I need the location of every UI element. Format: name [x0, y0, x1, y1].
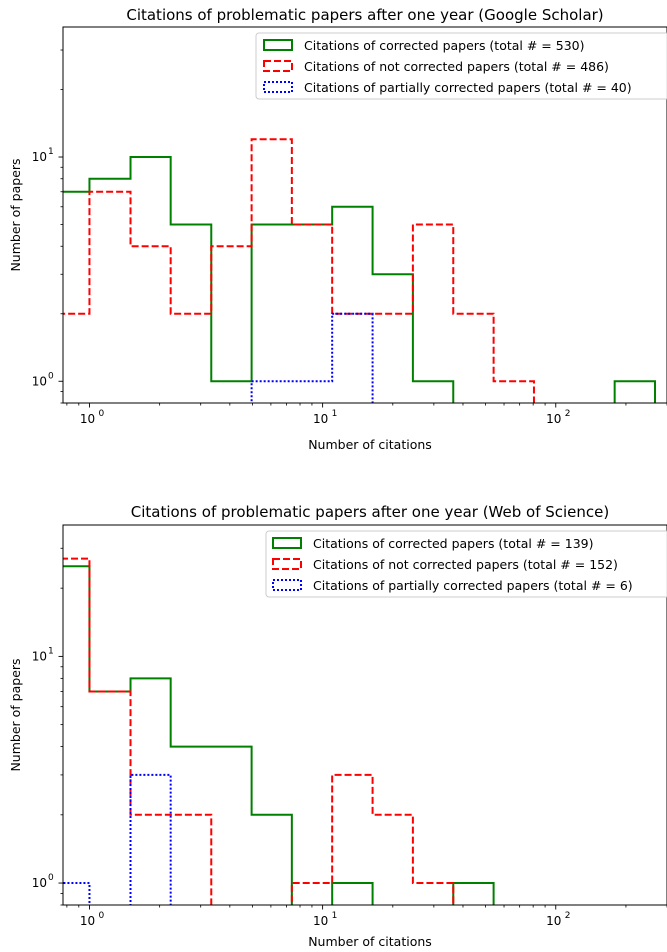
legend-label: Citations of partially corrected papers …	[313, 578, 633, 593]
histogram-series-corrected	[63, 156, 657, 403]
legend-item: Citations of corrected papers (total # =…	[272, 536, 594, 551]
x-tick-label: 10	[80, 412, 95, 426]
histogram-series-corrected	[63, 565, 495, 905]
histogram-series-not-corrected	[63, 557, 455, 905]
chart-google-scholar: Citations of problematic papers after on…	[8, 6, 667, 452]
x-tick-label: 10	[546, 914, 561, 928]
x-tick-exponent: 1	[332, 911, 338, 921]
y-tick-label: 10	[32, 374, 47, 388]
y-axis-label: Number of papers	[8, 158, 23, 271]
y-tick-exponent: 1	[48, 646, 54, 656]
x-axis-label: Number of citations	[308, 437, 432, 452]
x-tick-exponent: 1	[332, 409, 338, 419]
legend-label: Citations of corrected papers (total # =…	[313, 536, 594, 551]
x-tick-exponent: 2	[565, 409, 571, 419]
legend: Citations of corrected papers (total # =…	[265, 530, 667, 598]
histogram-series-partially-corrected	[63, 773, 172, 905]
chart-web-of-science: Citations of problematic papers after on…	[8, 503, 667, 949]
histogram-series-not-corrected	[63, 138, 535, 403]
x-tick-label: 10	[313, 412, 328, 426]
axes-frame	[62, 524, 667, 906]
y-axis-label: Number of papers	[8, 658, 23, 771]
x-tick-label: 10	[80, 914, 95, 928]
legend-item: Citations of corrected papers (total # =…	[263, 38, 585, 53]
axes-frame	[62, 26, 667, 404]
chart-title: Citations of problematic papers after on…	[131, 503, 610, 521]
legend-swatch-not-corrected	[272, 558, 302, 570]
y-tick-exponent: 1	[48, 147, 54, 157]
histogram-series-partially-corrected	[250, 312, 374, 403]
x-tick-exponent: 2	[565, 911, 571, 921]
legend-item: Citations of partially corrected papers …	[263, 80, 632, 95]
legend-frame	[265, 530, 667, 598]
chart-title: Citations of problematic papers after on…	[126, 6, 603, 24]
legend-item: Citations of not corrected papers (total…	[272, 557, 618, 572]
y-tick-exponent: 0	[48, 873, 54, 883]
x-tick-exponent: 0	[98, 409, 104, 419]
legend-swatch-not-corrected	[263, 60, 293, 72]
x-tick-label: 10	[313, 914, 328, 928]
legend: Citations of corrected papers (total # =…	[255, 32, 667, 100]
y-tick-label: 10	[32, 150, 47, 164]
legend-label: Citations of corrected papers (total # =…	[304, 38, 585, 53]
x-axis-label: Number of citations	[308, 934, 432, 949]
y-tick-label: 10	[32, 876, 47, 890]
legend-label: Citations of not corrected papers (total…	[304, 59, 609, 74]
x-tick-exponent: 0	[98, 911, 104, 921]
legend-swatch-corrected	[263, 39, 293, 51]
y-tick-exponent: 0	[48, 371, 54, 381]
legend-swatch-partially-corrected	[272, 579, 302, 591]
legend-label: Citations of partially corrected papers …	[304, 80, 632, 95]
x-tick-label: 10	[546, 412, 561, 426]
legend-swatch-partially-corrected	[263, 81, 293, 93]
legend-swatch-corrected	[272, 537, 302, 549]
legend-label: Citations of not corrected papers (total…	[313, 557, 618, 572]
legend-item: Citations of not corrected papers (total…	[263, 59, 609, 74]
legend-frame	[255, 32, 667, 100]
y-tick-label: 10	[32, 649, 47, 663]
legend-item: Citations of partially corrected papers …	[272, 578, 633, 593]
